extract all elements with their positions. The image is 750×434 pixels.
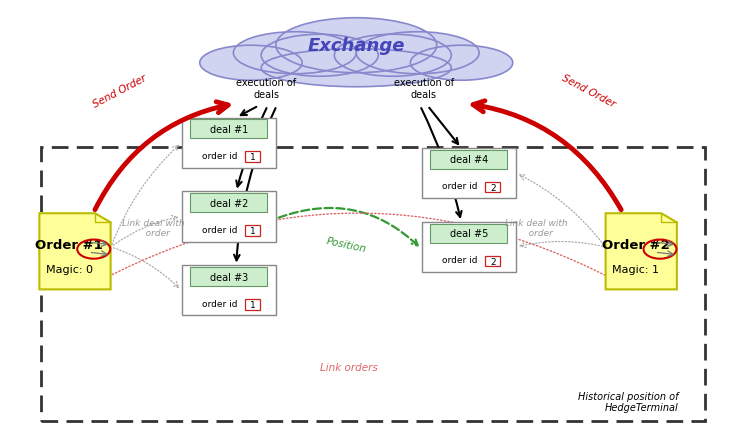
FancyBboxPatch shape	[190, 194, 267, 213]
FancyBboxPatch shape	[430, 151, 507, 169]
Text: 1: 1	[250, 300, 256, 309]
PathPatch shape	[606, 214, 676, 290]
FancyBboxPatch shape	[430, 224, 507, 243]
Text: 2: 2	[490, 183, 496, 192]
Ellipse shape	[276, 19, 436, 73]
Ellipse shape	[334, 35, 452, 77]
Ellipse shape	[356, 33, 479, 75]
Text: execution of
deals: execution of deals	[236, 78, 296, 100]
Text: Exchange: Exchange	[308, 36, 405, 55]
Text: Order #2: Order #2	[602, 239, 670, 252]
FancyBboxPatch shape	[190, 267, 267, 286]
Text: deal #5: deal #5	[449, 229, 488, 239]
Text: order id: order id	[202, 299, 238, 308]
FancyBboxPatch shape	[182, 192, 276, 242]
Ellipse shape	[410, 46, 513, 81]
FancyBboxPatch shape	[422, 148, 516, 199]
FancyBboxPatch shape	[422, 222, 516, 273]
FancyBboxPatch shape	[245, 226, 260, 236]
Text: deal #3: deal #3	[209, 272, 248, 282]
Text: order id: order id	[442, 256, 478, 265]
Text: Link orders: Link orders	[320, 362, 377, 372]
Text: Position: Position	[326, 236, 368, 254]
Text: 1: 1	[250, 227, 256, 236]
Text: deal #4: deal #4	[450, 155, 488, 165]
Text: Link deal with
   order: Link deal with order	[505, 218, 568, 237]
FancyBboxPatch shape	[182, 266, 276, 316]
Text: Order #1: Order #1	[35, 239, 104, 252]
Ellipse shape	[261, 35, 378, 77]
FancyBboxPatch shape	[245, 152, 260, 162]
Ellipse shape	[200, 46, 302, 81]
Text: 1: 1	[250, 153, 256, 162]
Text: deal #2: deal #2	[209, 198, 248, 208]
Text: 2: 2	[490, 257, 496, 266]
Text: execution of
deals: execution of deals	[394, 78, 454, 100]
Ellipse shape	[261, 49, 452, 88]
FancyBboxPatch shape	[485, 256, 500, 266]
Text: deal #1: deal #1	[209, 125, 248, 135]
Text: order id: order id	[202, 225, 238, 234]
Text: order id: order id	[442, 182, 478, 191]
FancyBboxPatch shape	[182, 118, 276, 168]
Text: Link deal with
   order: Link deal with order	[122, 218, 185, 237]
Text: Magic: 1: Magic: 1	[612, 264, 659, 274]
Text: Send Order: Send Order	[560, 73, 617, 109]
Text: Historical position of
HedgeTerminal: Historical position of HedgeTerminal	[578, 391, 679, 412]
Ellipse shape	[233, 33, 356, 75]
FancyBboxPatch shape	[245, 299, 260, 310]
PathPatch shape	[40, 214, 111, 290]
Text: Magic: 0: Magic: 0	[46, 264, 93, 274]
Text: Send Order: Send Order	[92, 73, 148, 109]
Text: order id: order id	[202, 151, 238, 161]
FancyBboxPatch shape	[485, 182, 500, 193]
Bar	[41, 148, 705, 421]
FancyBboxPatch shape	[190, 120, 267, 139]
